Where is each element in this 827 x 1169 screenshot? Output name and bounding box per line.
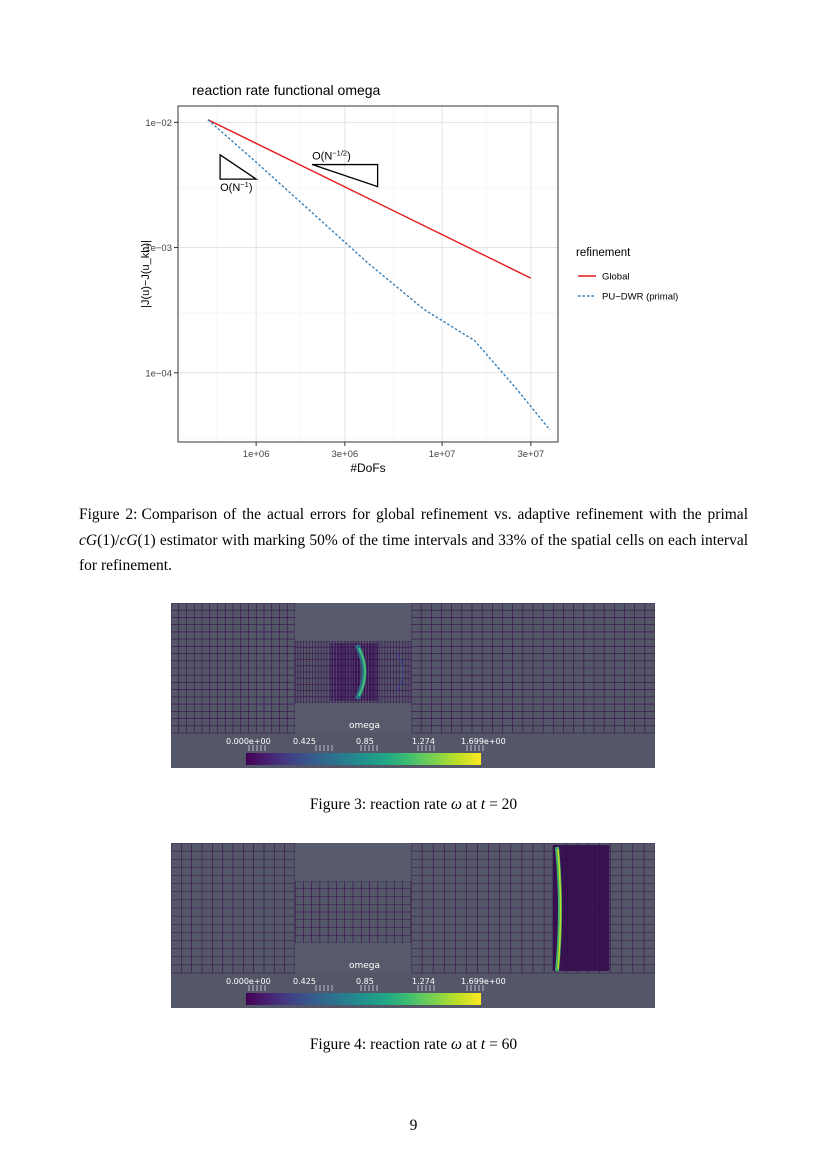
slope-triangle-half: [311, 163, 379, 188]
caption-math: cG: [79, 531, 98, 549]
figure-2-chart: reaction rate functional omega 1e+06 3e+06…: [130, 78, 710, 478]
caption-text: Figure 3: reaction rate: [309, 796, 451, 813]
y-tick-label: 1e−03: [145, 243, 172, 254]
colorbar-label: 1.274: [412, 977, 435, 986]
x-tick-label: 3e+07: [517, 449, 544, 460]
colorbar-label: 0.85: [356, 737, 374, 746]
figure-4-caption: Figure 4: reaction rate ω at t = 60: [0, 1032, 827, 1058]
colorbar-title: omega: [349, 961, 381, 971]
slope-exponent: −1/2: [332, 149, 347, 158]
mesh-view-t60: [171, 843, 655, 991]
reaction-front-core: [557, 848, 562, 970]
viridis-colorbar: [246, 753, 481, 765]
slope-label-one: O(N−1): [220, 180, 252, 194]
y-tick-label: 1e−02: [145, 118, 172, 129]
slope-triangle-one: [219, 153, 259, 180]
figure-3-simulation: omega 0.000e+00 0.425 0.85 1.274 1.699e+…: [171, 603, 655, 768]
caption-text: (1)/: [97, 531, 120, 549]
obstacle-bottom: [295, 943, 411, 973]
time-symbol: t: [480, 1036, 486, 1053]
page-number: 9: [409, 1117, 418, 1134]
x-axis-label: #DoFs: [350, 461, 385, 475]
legend-label: PU−DWR (primal): [602, 292, 678, 303]
colorbar-label: 0.000e+00: [226, 737, 271, 746]
plot-panel-border: [177, 105, 559, 443]
legend-title: refinement: [576, 247, 631, 259]
colorbar-label: 0.425: [293, 977, 316, 986]
colorbar-label: 0.000e+00: [226, 977, 271, 986]
colorbar-label: 1.699e+00: [461, 977, 506, 986]
caption-text: Figure 4: reaction rate: [309, 1036, 451, 1053]
reaction-front-trace: [394, 650, 404, 694]
colorbar-label: 0.85: [356, 977, 374, 986]
figure-3-caption: Figure 3: reaction rate ω at t = 20: [0, 792, 827, 818]
x-tick-label: 1e+07: [429, 449, 456, 460]
reaction-front-core: [358, 647, 366, 697]
colorbar-title: omega: [349, 721, 381, 731]
chart-title: reaction rate functional omega: [192, 82, 381, 98]
colorbar-label: 1.699e+00: [461, 737, 506, 746]
mesh-view-t20: [171, 603, 655, 751]
figure-4-simulation: omega 0.000e+00 0.425 0.85 1.274 1.699e+…: [171, 843, 655, 1008]
obstacle-bottom: [295, 703, 411, 733]
error-convergence-plot: reaction rate functional omega 1e+06 3e+06…: [140, 82, 678, 475]
y-axis-label: |J(u)−J(u_kh)|: [140, 240, 152, 308]
caption-text: Comparison of the actual errors for glob…: [141, 506, 749, 523]
colorbar-label: 1.274: [412, 737, 435, 746]
obstacle-top: [295, 603, 411, 641]
legend-label: Global: [602, 272, 629, 283]
x-tick-label: 3e+06: [332, 449, 359, 460]
caption-text: (1) estimator with marking 50% of the ti…: [79, 531, 748, 575]
omega-symbol: ω: [450, 796, 462, 813]
caption-text: at: [461, 1036, 481, 1053]
x-tick-label: 1e+06: [243, 449, 270, 460]
caption-text: = 20: [485, 796, 518, 813]
figure-2-caption: Figure 2: Comparison of the actual errors…: [79, 502, 748, 579]
viridis-colorbar: [246, 993, 481, 1005]
slope-exponent: −1: [240, 180, 249, 189]
series-line-1: [207, 119, 551, 431]
slope-close: ): [249, 182, 253, 194]
obstacle-top: [295, 843, 411, 881]
time-symbol: t: [480, 796, 486, 813]
caption-math: cG: [119, 531, 138, 549]
caption-text: = 60: [485, 1036, 518, 1053]
figure-2-label: Figure 2:: [79, 506, 138, 523]
omega-symbol: ω: [450, 1036, 462, 1053]
colorbar-label: 0.425: [293, 737, 316, 746]
slope-close: ): [347, 151, 351, 163]
y-tick-label: 1e−04: [145, 368, 172, 379]
series-line-0: [207, 119, 532, 279]
caption-text: at: [461, 796, 481, 813]
